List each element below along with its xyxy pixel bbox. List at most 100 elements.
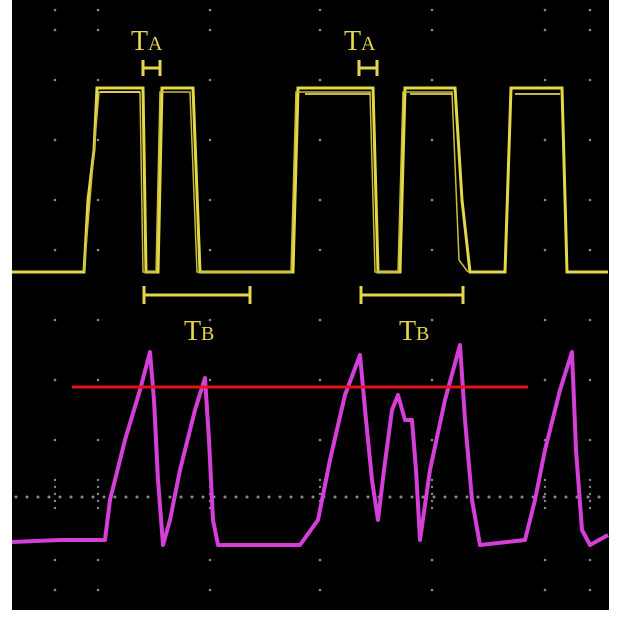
grid-dot (544, 559, 547, 562)
label-subscript: B (416, 323, 429, 345)
grid-dot (431, 486, 433, 488)
grid-dot (301, 496, 304, 499)
grid-dot (444, 496, 447, 499)
grid-dot (97, 559, 100, 562)
grid-dot (54, 199, 57, 202)
grid-dot (209, 139, 212, 142)
grid-dot (97, 589, 100, 592)
grid-dot (209, 559, 212, 562)
grid-dot (319, 493, 321, 495)
grid-dot (544, 9, 547, 12)
grid-dot (589, 9, 592, 12)
grid-dot (319, 559, 322, 562)
grid-dot (589, 439, 592, 442)
grid-dot (125, 496, 128, 499)
grid-dot (589, 319, 592, 322)
grid-dot (589, 199, 592, 202)
grid-dot (589, 500, 591, 502)
grid-dot (345, 496, 348, 499)
grid-dot (191, 496, 194, 499)
scope-screen: T A T A T B T B (0, 0, 617, 622)
grid-dot (103, 496, 106, 499)
grid-dot (97, 29, 100, 32)
grid-dot (54, 79, 57, 82)
grid-dot (97, 479, 99, 481)
grid-dot (209, 9, 212, 12)
grid-dot (136, 496, 139, 499)
grid-dot (431, 559, 434, 562)
grid-dot (589, 559, 592, 562)
grid-dot (279, 496, 282, 499)
grid-dot (81, 496, 84, 499)
grid-dot (544, 139, 547, 142)
grid-dot (319, 439, 322, 442)
grid-dot (589, 507, 591, 509)
grid-dot (209, 199, 212, 202)
grid-dot (97, 486, 99, 488)
label-subscript: B (201, 323, 214, 345)
label-letter: T (344, 26, 361, 57)
grid-dot (48, 496, 51, 499)
grid-dot (589, 493, 591, 495)
grid-dot (209, 249, 212, 252)
grid-dot (544, 199, 547, 202)
grid-dot (97, 493, 99, 495)
grid-dot (431, 79, 434, 82)
grid-dot (411, 496, 414, 499)
grid-dot (54, 493, 56, 495)
grid-dot (431, 507, 433, 509)
grid-dot (319, 139, 322, 142)
grid-dot (455, 496, 458, 499)
page: {"annotations": [ {"letter": "T", "subsc… (0, 0, 617, 622)
grid-dot (209, 29, 212, 32)
grid-dot (54, 139, 57, 142)
grid-dot (510, 496, 513, 499)
grid-dot (431, 500, 433, 502)
grid-dot (431, 479, 433, 481)
grid-dot (433, 496, 436, 499)
label-letter: T (184, 316, 201, 347)
grid-dot (589, 486, 591, 488)
grid-dot (97, 379, 100, 382)
grid-dot (97, 249, 100, 252)
grid-dot (543, 496, 546, 499)
grid-dot (544, 479, 546, 481)
grid-dot (37, 496, 40, 499)
grid-dot (319, 486, 321, 488)
grid-dot (54, 249, 57, 252)
grid-dot (319, 29, 322, 32)
grid-dot (466, 496, 469, 499)
grid-dot (589, 589, 592, 592)
grid-dot (97, 319, 100, 322)
grid-dot (54, 29, 57, 32)
grid-dot (544, 486, 546, 488)
grid-dot (544, 319, 547, 322)
grid-dot (246, 496, 249, 499)
grid-dot (97, 199, 100, 202)
grid-dot (92, 496, 95, 499)
grid-dot (54, 9, 57, 12)
grid-dot (334, 496, 337, 499)
grid-dot (544, 79, 547, 82)
grid-dot (209, 319, 212, 322)
grid-dot (97, 139, 100, 142)
grid-dot (257, 496, 260, 499)
grid-dot (97, 9, 100, 12)
grid-dot (431, 439, 434, 442)
grid-dot (319, 379, 322, 382)
grid-dot (319, 319, 322, 322)
grid-dot (356, 496, 359, 499)
grid-dot (54, 479, 56, 481)
grid-dot (180, 496, 183, 499)
grid-dot (431, 249, 434, 252)
label-letter: T (399, 316, 416, 347)
grid-dot (319, 479, 321, 481)
grid-dot (589, 379, 592, 382)
grid-dot (544, 249, 547, 252)
grid-dot (431, 29, 434, 32)
grid-dot (488, 496, 491, 499)
grid-dot (97, 507, 99, 509)
grid-dot (114, 496, 117, 499)
grid-dot (268, 496, 271, 499)
grid-dot (54, 486, 56, 488)
